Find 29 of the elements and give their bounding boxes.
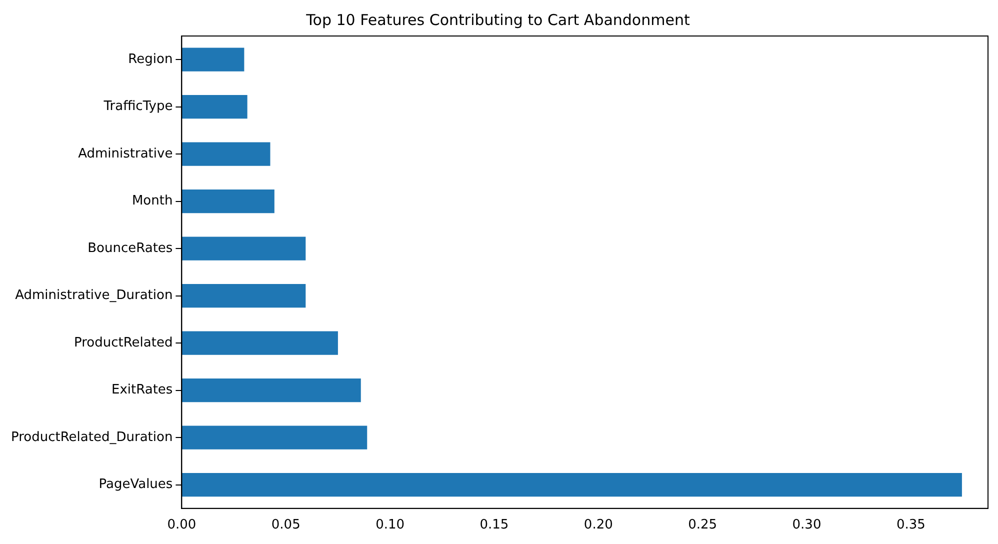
x-tick-label: 0.05 <box>271 518 300 533</box>
bar <box>182 142 270 166</box>
y-tick-label: BounceRates <box>88 240 173 256</box>
bar <box>182 331 338 355</box>
y-tick-label: Region <box>128 52 173 67</box>
bar <box>182 95 248 119</box>
chart-title: Top 10 Features Contributing to Cart Abandonment <box>305 10 690 29</box>
y-tick-label: ExitRates <box>111 382 173 398</box>
x-tick-label: 0.20 <box>584 518 613 533</box>
bar <box>182 284 306 308</box>
x-tick-label: 0.25 <box>688 518 718 533</box>
bar <box>182 378 361 402</box>
bar <box>182 190 274 214</box>
y-tick-label: Administrative_Duration <box>15 288 173 304</box>
bar <box>182 48 244 72</box>
y-tick-label: Month <box>132 194 173 209</box>
bar <box>182 472 962 497</box>
bar <box>182 236 306 260</box>
x-tick-label: 0.00 <box>167 518 196 533</box>
x-tick-label: 0.15 <box>480 518 509 533</box>
x-tick-label: 0.35 <box>896 518 926 533</box>
y-tick-label: ProductRelated_Duration <box>10 430 173 445</box>
y-tick-label: PageValues <box>98 477 173 492</box>
bar <box>182 426 368 450</box>
x-tick-label: 0.10 <box>376 518 405 533</box>
y-tick-label: Administrative <box>78 146 173 162</box>
y-tick-label: TrafficType <box>102 99 173 114</box>
y-tick-label: ProductRelated <box>74 335 173 350</box>
x-tick-label: 0.30 <box>792 518 822 533</box>
